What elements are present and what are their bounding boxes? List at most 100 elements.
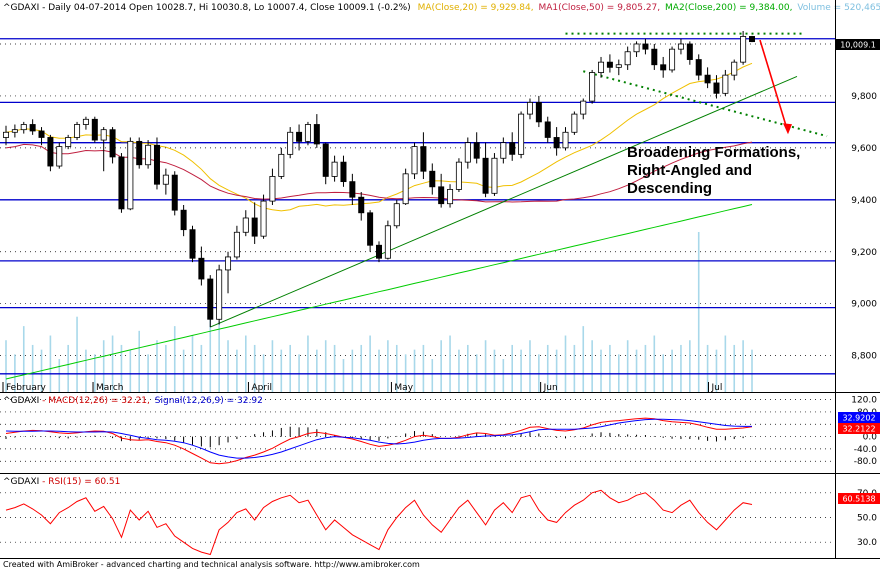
macd-badge-bg xyxy=(838,423,880,434)
candle-body xyxy=(580,100,587,115)
macd-header-signal: Signal(12,26,9) = 32.92 xyxy=(155,396,263,406)
header-symbol: ^GDAXI xyxy=(3,3,39,13)
candle-body xyxy=(358,196,365,214)
candle-body xyxy=(29,124,36,132)
candle-body xyxy=(438,186,445,205)
rsi-line xyxy=(5,489,753,556)
candle-body xyxy=(384,225,391,259)
candle-body xyxy=(491,157,498,194)
ma200-line xyxy=(5,204,753,380)
candle-body xyxy=(544,121,551,138)
candle-body xyxy=(287,131,294,155)
last-price-badge-bg xyxy=(836,39,880,50)
candle-body xyxy=(695,59,702,76)
price-tick-label: 9,600 xyxy=(851,144,877,154)
candle-body xyxy=(127,140,134,210)
macd-tick-label: 0.0 xyxy=(863,433,878,443)
candle-body xyxy=(145,144,152,166)
candle-body xyxy=(447,189,454,205)
month-label: Jul xyxy=(710,383,722,393)
candle-body xyxy=(686,43,693,60)
last-price-badge: 10,009.1 xyxy=(836,39,880,50)
candle-body xyxy=(216,269,223,320)
macd-tick-label: -40.0 xyxy=(854,445,878,455)
candle-body xyxy=(136,140,143,166)
macd-header: ^GDAXI - MACD(12,26) = 32.21, Signal(12,… xyxy=(3,396,263,406)
candle-body xyxy=(322,143,329,177)
rsi-header: ^GDAXI - RSI(15) = 60.51 xyxy=(3,477,120,487)
candle-body xyxy=(109,129,116,158)
candle-body xyxy=(420,146,427,172)
candle-body xyxy=(740,36,747,63)
candle-body xyxy=(669,48,676,71)
candle-body xyxy=(242,217,249,233)
candle-body xyxy=(571,113,578,133)
candle-body xyxy=(153,144,160,185)
candle-body xyxy=(278,153,285,177)
price-tick-label: 9,000 xyxy=(851,300,877,310)
candle-body xyxy=(65,137,72,147)
candle-body xyxy=(20,124,27,131)
candle-body xyxy=(269,176,276,202)
header-ma200: MA2(Close,200) = 9,384.00, xyxy=(665,3,792,13)
rsi-tick-label: 30.0 xyxy=(857,538,877,548)
candle-body xyxy=(38,130,45,138)
candle-body xyxy=(651,48,658,66)
candle-body xyxy=(633,43,640,53)
candle-body xyxy=(677,43,684,50)
candle-body xyxy=(704,74,711,84)
price-header: ^GDAXI - Daily 04-07-2014 Open 10028.7, … xyxy=(3,3,880,13)
annotation-line-1: Broadening Formations, xyxy=(627,144,800,161)
candle-body xyxy=(713,82,720,94)
candle-body xyxy=(429,170,436,188)
candle-body xyxy=(331,161,338,177)
candle-body xyxy=(562,131,569,149)
candle-body xyxy=(118,156,125,210)
rsi-badge-text: 60.5138 xyxy=(842,495,875,504)
month-label: Jun xyxy=(543,383,558,393)
candle-body xyxy=(82,118,89,125)
rsi-header-value: - RSI(15) = 60.51 xyxy=(39,477,120,487)
candle-body xyxy=(589,72,596,102)
candle-body xyxy=(624,51,631,66)
candle-body xyxy=(207,278,214,320)
candle-body xyxy=(100,129,107,141)
candle-body xyxy=(509,142,516,155)
candle-body xyxy=(411,146,418,175)
footer-credit: Created with AmiBroker - advanced charti… xyxy=(3,560,420,569)
candle-body xyxy=(526,102,533,115)
candle-body xyxy=(393,203,400,227)
candle-body xyxy=(91,118,98,141)
candle-body xyxy=(500,142,507,159)
candle-body xyxy=(225,256,232,271)
rsi-badge-bg xyxy=(838,493,880,504)
candle-body xyxy=(518,113,525,155)
candle-body xyxy=(473,142,480,159)
signal-badge-bg xyxy=(838,412,880,423)
candle-body xyxy=(47,137,54,167)
header-volume: Volume = 520,465.00 xyxy=(797,3,880,13)
candle-body xyxy=(606,61,613,68)
signal-line xyxy=(5,418,752,459)
candle-body xyxy=(367,212,374,246)
candle-body xyxy=(660,64,667,71)
candle-body xyxy=(251,217,258,237)
header-ma20: MA(Close,20) = 9,929.84, xyxy=(418,3,534,13)
month-label: April xyxy=(251,383,272,393)
candle-body xyxy=(260,200,267,237)
rsi-tick-label: 50.0 xyxy=(857,514,877,524)
candle-body xyxy=(464,142,471,163)
macd-tick-label: -80.0 xyxy=(854,457,878,467)
last-price-badge-text: 10,009.1 xyxy=(840,41,876,50)
candle-body xyxy=(402,173,409,205)
macd-header-symbol: ^GDAXI xyxy=(3,396,39,406)
candle-body xyxy=(340,161,347,183)
price-tick-label: 8,800 xyxy=(851,352,877,362)
candle-body xyxy=(233,231,240,258)
candle-body xyxy=(749,36,756,43)
macd-line xyxy=(5,417,753,465)
candle-body xyxy=(535,102,542,123)
projection-arrow-line xyxy=(759,39,789,133)
